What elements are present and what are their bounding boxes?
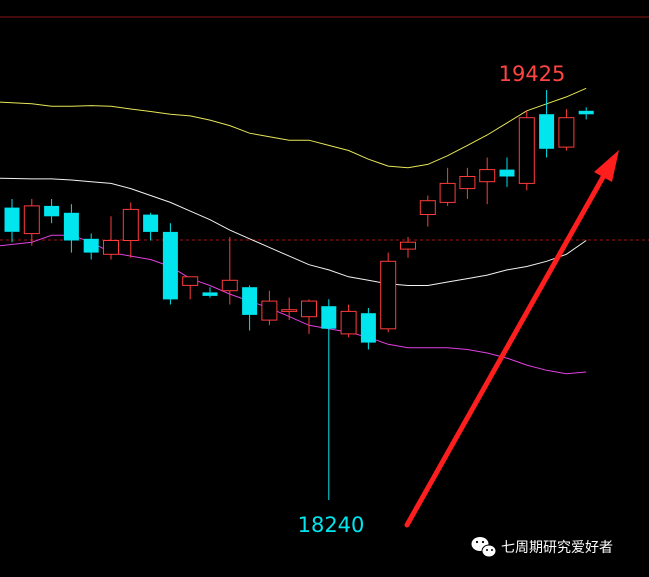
candle — [202, 287, 218, 298]
candle — [103, 216, 119, 260]
candle — [459, 167, 476, 199]
candle-body-up — [558, 117, 575, 148]
candle-body-down — [499, 169, 515, 177]
candle-body-down — [162, 231, 178, 300]
watermark: 七周期研究爱好者 — [471, 537, 613, 558]
candle — [380, 252, 397, 333]
candle-body-down — [539, 114, 555, 149]
candle — [400, 237, 416, 258]
candle-body-up — [23, 205, 40, 235]
candle-body-up — [459, 176, 476, 190]
candle-body-down — [321, 306, 337, 329]
candle-body-up — [103, 240, 119, 255]
candle-body-down — [4, 207, 20, 232]
candle — [539, 90, 555, 158]
candle — [63, 204, 79, 253]
candle — [301, 299, 317, 334]
wechat-icon — [471, 537, 497, 558]
candle — [83, 233, 99, 260]
candle-body-down — [360, 313, 376, 343]
trend-arrow — [404, 150, 619, 528]
candle — [143, 212, 159, 241]
candle — [182, 276, 199, 300]
candle — [281, 297, 298, 321]
candle-body-up — [518, 117, 535, 184]
candle — [261, 290, 278, 326]
candle-body-up — [380, 260, 397, 330]
candle-body-down — [242, 287, 258, 315]
candle-body-up — [340, 310, 357, 335]
candle-body-up — [400, 241, 416, 250]
candle-body-up — [182, 276, 199, 286]
low-price-label: 18240 — [298, 513, 365, 537]
candle — [4, 198, 20, 243]
candle — [44, 198, 60, 224]
candle-body-up — [261, 300, 278, 321]
high-price-label: 19425 — [499, 62, 566, 86]
candle-body-up — [419, 200, 436, 215]
candle — [499, 157, 515, 187]
candle-body-down — [202, 292, 218, 296]
candle — [419, 195, 436, 227]
watermark-text: 七周期研究爱好者 — [501, 540, 613, 556]
candle — [122, 202, 139, 258]
bollinger-bands — [0, 87, 587, 375]
candle — [360, 307, 376, 350]
candle — [479, 157, 496, 205]
candle-body-down — [578, 110, 594, 115]
candle — [340, 304, 357, 338]
candle-body-down — [44, 205, 60, 217]
candle-body-up — [479, 169, 496, 183]
bollinger-lower-line — [0, 234, 587, 375]
bollinger-middle-line — [0, 177, 587, 286]
candle — [23, 198, 40, 246]
candle-body-up — [122, 208, 139, 241]
candle-body-up — [439, 182, 456, 203]
candle-body-down — [83, 238, 99, 253]
candle-body-up — [301, 300, 317, 318]
bollinger-upper-line — [0, 87, 587, 169]
candle — [578, 107, 594, 120]
candle — [321, 299, 337, 500]
candle — [439, 167, 456, 206]
candle-body-down — [143, 214, 159, 232]
candles-group — [4, 90, 594, 500]
candle — [162, 223, 178, 305]
candle — [518, 110, 535, 191]
candle-body-down — [63, 212, 79, 241]
candle — [221, 237, 238, 305]
candle-body-up — [221, 279, 238, 292]
candle-body-up — [281, 309, 298, 312]
candle — [242, 285, 258, 331]
candle — [558, 109, 575, 151]
